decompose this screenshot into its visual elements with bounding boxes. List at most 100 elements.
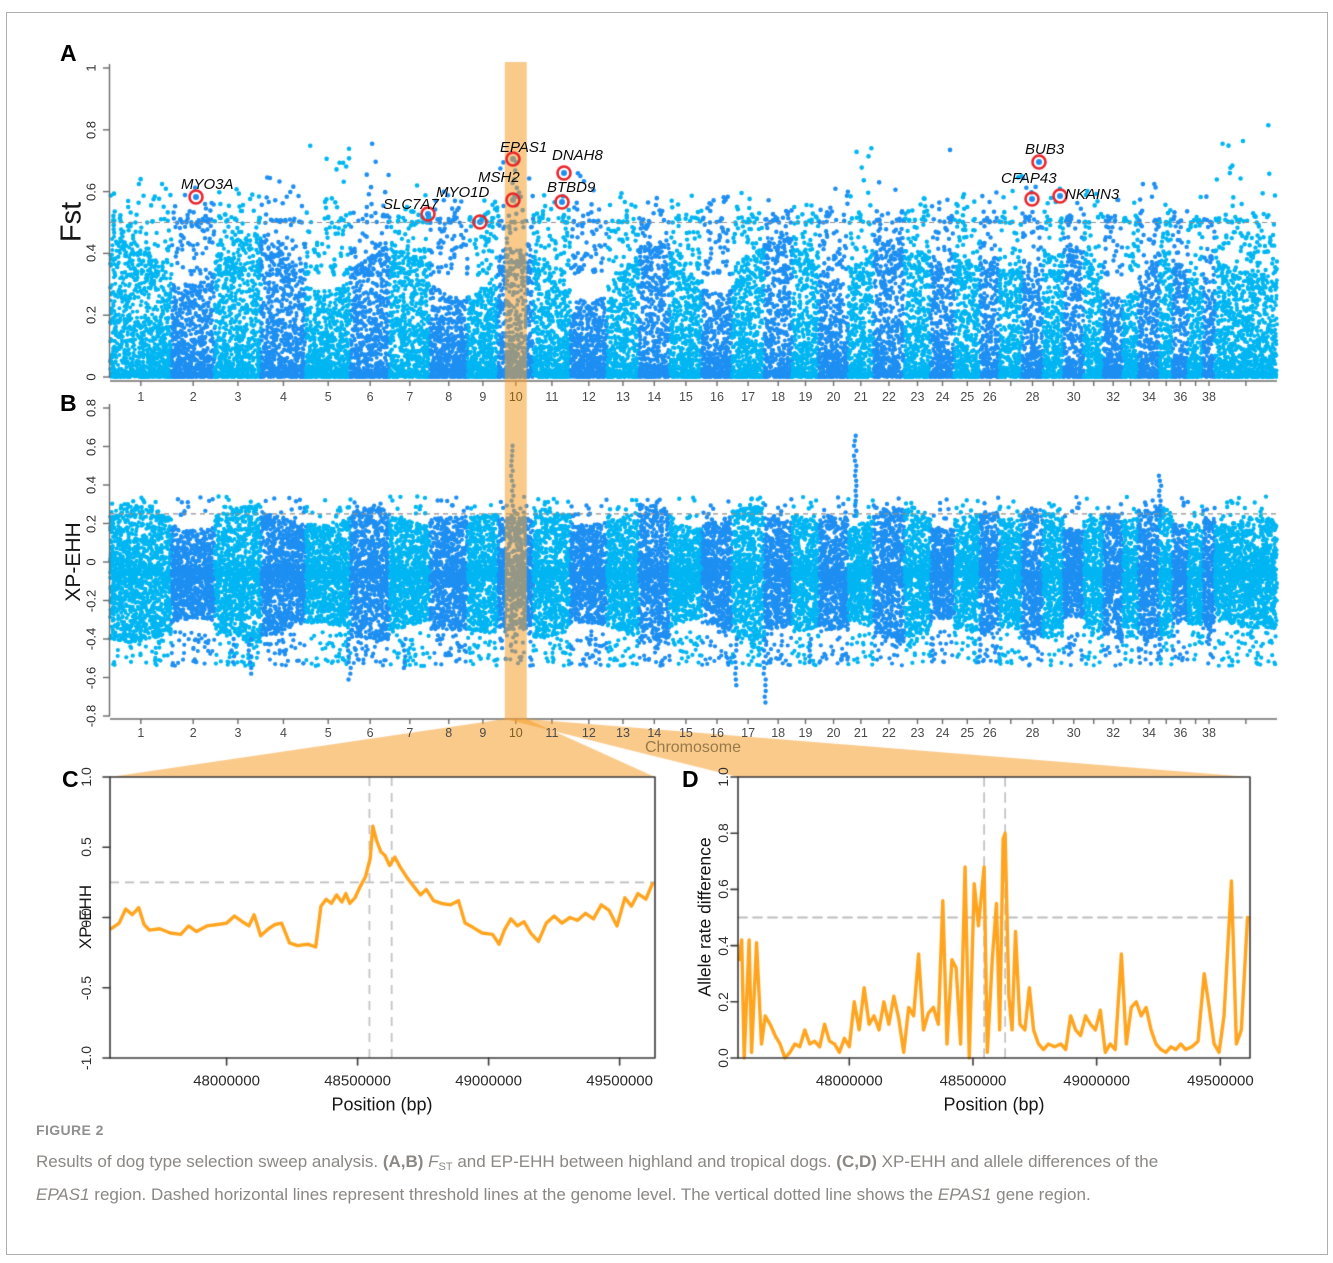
caption-segment: EPAS1 — [937, 1185, 992, 1204]
panel-c-xtick-48000000: 48000000 — [193, 1072, 260, 1090]
gene-label-BTBD9: BTBD9 — [547, 179, 596, 196]
chrom-label-a-7: 7 — [406, 390, 414, 404]
panel-a-y-axis-label: Fst — [55, 201, 88, 243]
panel-c-xtick-49500000: 49500000 — [586, 1072, 653, 1090]
panel-c-letter: C — [62, 766, 79, 792]
caption-segment: (C,D) — [836, 1152, 882, 1171]
chrom-label-b-30: 30 — [1066, 726, 1081, 740]
chrom-label-a-25: 25 — [960, 390, 975, 404]
panel-d-ytick-0.6: 0.6 — [715, 879, 731, 900]
chrom-label-a-32: 32 — [1106, 390, 1121, 404]
panel-d-y-axis-label: Allele rate difference — [694, 837, 715, 997]
chrom-label-b-32: 32 — [1106, 726, 1121, 740]
chrom-label-b-14: 14 — [647, 726, 662, 740]
figure-caption: FIGURE 2 Results of dog type selection s… — [36, 1122, 1304, 1209]
panel-b-ytick--0.6: -0.6 — [83, 666, 99, 689]
panel-b-y-axis-label: XP-EHH — [62, 522, 85, 602]
panel-d-xtick-49500000: 49500000 — [1186, 1072, 1254, 1090]
panel-c-ytick-1.0: 1.0 — [78, 767, 94, 787]
caption-segment: and EP-EHH between highland and tropical… — [452, 1152, 837, 1171]
gene-label-MSH2: MSH2 — [478, 169, 520, 186]
gene-label-SLC7A7: SLC7A7 — [383, 196, 439, 213]
chrom-label-b-4: 4 — [279, 726, 287, 740]
chrom-label-b-22: 22 — [881, 726, 896, 740]
panel-c-ytick-0.5: 0.5 — [78, 837, 94, 857]
caption-segment: (A,B) — [382, 1152, 429, 1171]
panel-a-letter: A — [60, 40, 77, 66]
chrom-label-a-15: 15 — [678, 390, 693, 404]
panel-b-ytick-0.4: 0.4 — [83, 475, 99, 495]
chrom-label-b-2: 2 — [189, 726, 197, 740]
chrom-label-a-18: 18 — [771, 390, 786, 404]
chrom-label-b-16: 16 — [710, 726, 724, 740]
chrom-label-a-11: 11 — [545, 390, 559, 404]
panel-a-ytick-0.4: 0.4 — [83, 244, 99, 263]
chrom-label-b-26: 26 — [982, 726, 997, 740]
caption-segment: XP-EHH and allele differences of the — [881, 1152, 1159, 1171]
chrom-label-a-17: 17 — [741, 390, 756, 404]
panel-c-ytick-0.0: 0.0 — [78, 907, 94, 928]
panel-a-ytick-0.8: 0.8 — [83, 120, 99, 139]
panel-b-ytick--0.4: -0.4 — [83, 627, 99, 651]
panel-b-letter: B — [60, 390, 77, 416]
caption-segment: F — [428, 1152, 439, 1171]
panel-b-ytick-0.2: 0.2 — [83, 514, 99, 533]
chrom-label-a-23: 23 — [910, 390, 925, 404]
caption-segment: EPAS1 — [36, 1185, 90, 1204]
panel-c-ytick--1.0: -1.0 — [78, 1045, 94, 1071]
chrom-label-a-6: 6 — [366, 390, 374, 404]
panel-a-ytick-0.2: 0.2 — [83, 306, 99, 325]
chrom-label-b-38: 38 — [1202, 726, 1216, 740]
chrom-label-b-12: 12 — [581, 726, 596, 740]
chrom-label-b-1: 1 — [137, 726, 145, 740]
chrom-label-a-8: 8 — [445, 390, 453, 404]
chrom-label-b-18: 18 — [771, 726, 786, 740]
chrom-label-a-4: 4 — [279, 390, 287, 404]
panel-b-ytick-0.8: 0.8 — [83, 398, 99, 418]
gene-label-BUB3: BUB3 — [1025, 141, 1065, 158]
chrom-label-b-8: 8 — [445, 726, 453, 740]
panel-d-xtick-49000000: 49000000 — [1063, 1072, 1131, 1090]
chrom-label-a-20: 20 — [826, 390, 841, 404]
panel-c-ytick--0.5: -0.5 — [78, 975, 94, 1000]
panel-d-xtick-48000000: 48000000 — [815, 1072, 883, 1090]
panel-d-ytick-0.2: 0.2 — [715, 992, 731, 1012]
chrom-label-b-5: 5 — [324, 726, 332, 740]
caption-segment: region. Dashed horizontal lines represen… — [89, 1185, 938, 1204]
chrom-label-a-28: 28 — [1025, 390, 1040, 404]
caption-segment: ST — [438, 1161, 453, 1173]
chrom-label-a-1: 1 — [137, 390, 145, 404]
chrom-label-b-11: 11 — [545, 726, 559, 740]
chrom-label-a-9: 9 — [479, 390, 487, 404]
panel-b-ytick--0.2: -0.2 — [83, 589, 99, 612]
chrom-label-a-26: 26 — [982, 390, 997, 404]
chrom-label-b-19: 19 — [798, 726, 813, 740]
gene-label-CFAP43: CFAP43 — [1001, 170, 1057, 187]
chrom-label-a-21: 21 — [853, 390, 868, 404]
panel-d-ytick-0.0: 0.0 — [715, 1048, 731, 1068]
panel-c-x-axis-label: Position (bp) — [331, 1094, 433, 1115]
chrom-label-a-22: 22 — [881, 390, 896, 404]
chrom-label-b-17: 17 — [741, 726, 756, 740]
gene-label-MYO1D: MYO1D — [436, 184, 490, 201]
panel-d-letter: D — [682, 766, 699, 792]
chrom-label-a-10: 10 — [508, 390, 523, 404]
chrom-label-a-13: 13 — [616, 390, 630, 404]
chrom-label-b-25: 25 — [960, 726, 975, 740]
chrom-label-a-36: 36 — [1173, 390, 1188, 404]
caption-segment: Results of dog type selection sweep anal… — [36, 1152, 383, 1171]
panel-d-x-axis-label: Position (bp) — [943, 1094, 1045, 1115]
panel-c-xtick-49000000: 49000000 — [455, 1072, 522, 1090]
chrom-label-a-24: 24 — [935, 390, 950, 404]
caption-text: Results of dog type selection sweep anal… — [36, 1148, 1304, 1209]
gene-label-MYO3A: MYO3A — [181, 176, 234, 193]
chrom-label-b-20: 20 — [826, 726, 841, 740]
panel-b-ytick--0.8: -0.8 — [83, 704, 99, 728]
panel-d-ytick-0.4: 0.4 — [715, 935, 731, 956]
panel-b-ytick-0.6: 0.6 — [83, 437, 99, 456]
panel-a-ytick-0: 0 — [83, 373, 99, 381]
chrom-label-b-15: 15 — [678, 726, 693, 740]
chrom-label-b-36: 36 — [1173, 726, 1188, 740]
panel-a-ytick-1: 1 — [83, 64, 99, 72]
